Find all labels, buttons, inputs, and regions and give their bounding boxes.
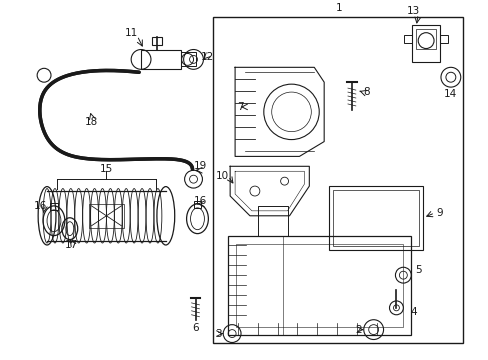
Text: 14: 14 (443, 89, 457, 99)
Text: 5: 5 (414, 265, 421, 275)
Bar (141, 50, 180, 69)
Bar (415, 29, 435, 49)
Bar (332, 190, 418, 247)
Text: 10: 10 (215, 171, 228, 181)
Bar (404, 35, 411, 42)
Bar (50, 203, 58, 210)
Text: 13: 13 (406, 6, 419, 16)
Text: 8: 8 (363, 87, 369, 97)
Bar (439, 35, 447, 42)
Text: 7: 7 (236, 102, 243, 112)
Text: 9: 9 (436, 208, 443, 218)
Text: 2: 2 (355, 325, 362, 334)
Text: 17: 17 (65, 240, 78, 251)
Text: 16: 16 (193, 196, 206, 206)
Text: 4: 4 (409, 307, 416, 317)
Bar (152, 37, 162, 45)
Bar (228, 235, 410, 334)
Bar (193, 201, 201, 208)
Text: 19: 19 (193, 161, 206, 171)
Text: 6: 6 (192, 323, 199, 333)
Bar (411, 25, 439, 62)
Bar (180, 53, 195, 66)
Bar (328, 186, 422, 251)
Text: 12: 12 (201, 53, 214, 62)
Text: 18: 18 (85, 117, 98, 127)
Text: 1: 1 (335, 3, 342, 13)
Bar (236, 243, 403, 327)
Text: 11: 11 (124, 28, 138, 38)
Bar (213, 17, 462, 343)
Text: 15: 15 (100, 164, 113, 174)
Text: 3: 3 (215, 329, 221, 338)
Text: 16: 16 (33, 201, 47, 211)
Bar (88, 204, 124, 228)
